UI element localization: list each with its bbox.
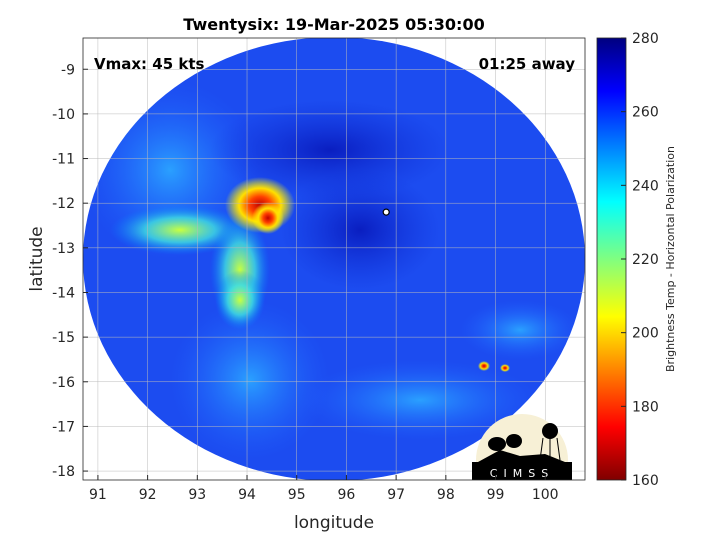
y-tick-label: -15 [52, 330, 75, 346]
y-tick-label: -13 [52, 241, 75, 257]
x-tick-label: 98 [437, 487, 455, 503]
x-tick-label: 92 [139, 487, 157, 503]
x-tick-label: 91 [89, 487, 107, 503]
x-tick-label: 100 [532, 487, 559, 503]
x-tick-label: 97 [387, 487, 405, 503]
x-tick-label: 94 [238, 487, 256, 503]
chart-title: Twentysix: 19-Mar-2025 05:30:00 [183, 15, 484, 34]
x-tick-label: 95 [288, 487, 306, 503]
grid [83, 38, 585, 480]
colorbar-tick-label: 260 [632, 105, 659, 121]
colorbar-tick-label: 280 [632, 31, 659, 47]
cimss-logo: CIMSS [472, 414, 572, 480]
x-axis: 91 92 93 94 95 96 97 98 99 100 [89, 475, 559, 503]
y-tick-label: -16 [52, 375, 75, 391]
y-tick-label: -9 [61, 62, 75, 78]
colorbar-label: Brightness Temp - Horizontal Polarizatio… [664, 146, 677, 372]
y-tick-label: -18 [52, 464, 75, 480]
y-axis: -9 -10 -11 -12 -13 -14 -15 -16 -17 -18 [52, 62, 88, 480]
colorbar-tick-label: 200 [632, 326, 659, 342]
x-axis-label: longitude [294, 513, 374, 533]
time-away-annotation: 01:25 away [479, 55, 576, 73]
vmax-annotation: Vmax: 45 kts [94, 55, 204, 73]
y-tick-label: -17 [52, 419, 75, 435]
colorbar-tick-label: 220 [632, 252, 659, 268]
axes-frame [82, 37, 586, 481]
y-tick-label: -11 [52, 152, 75, 168]
x-tick-label: 93 [188, 487, 206, 503]
colorbar-tick-label: 240 [632, 178, 659, 194]
y-tick-label: -10 [52, 107, 75, 123]
logo-text: CIMSS [490, 467, 554, 480]
colorbar-ticks: 160 180 200 220 240 260 280 [621, 31, 659, 489]
brightness-temp-image [83, 38, 585, 480]
y-axis-label: latitude [27, 226, 47, 291]
x-tick-label: 99 [487, 487, 505, 503]
y-tick-label: -12 [52, 196, 75, 212]
storm-center-marker [382, 208, 390, 216]
colorbar-tick-label: 160 [632, 473, 659, 489]
y-tick-label: -14 [52, 285, 75, 301]
x-tick-label: 96 [338, 487, 356, 503]
colorbar-tick-label: 180 [632, 399, 659, 415]
